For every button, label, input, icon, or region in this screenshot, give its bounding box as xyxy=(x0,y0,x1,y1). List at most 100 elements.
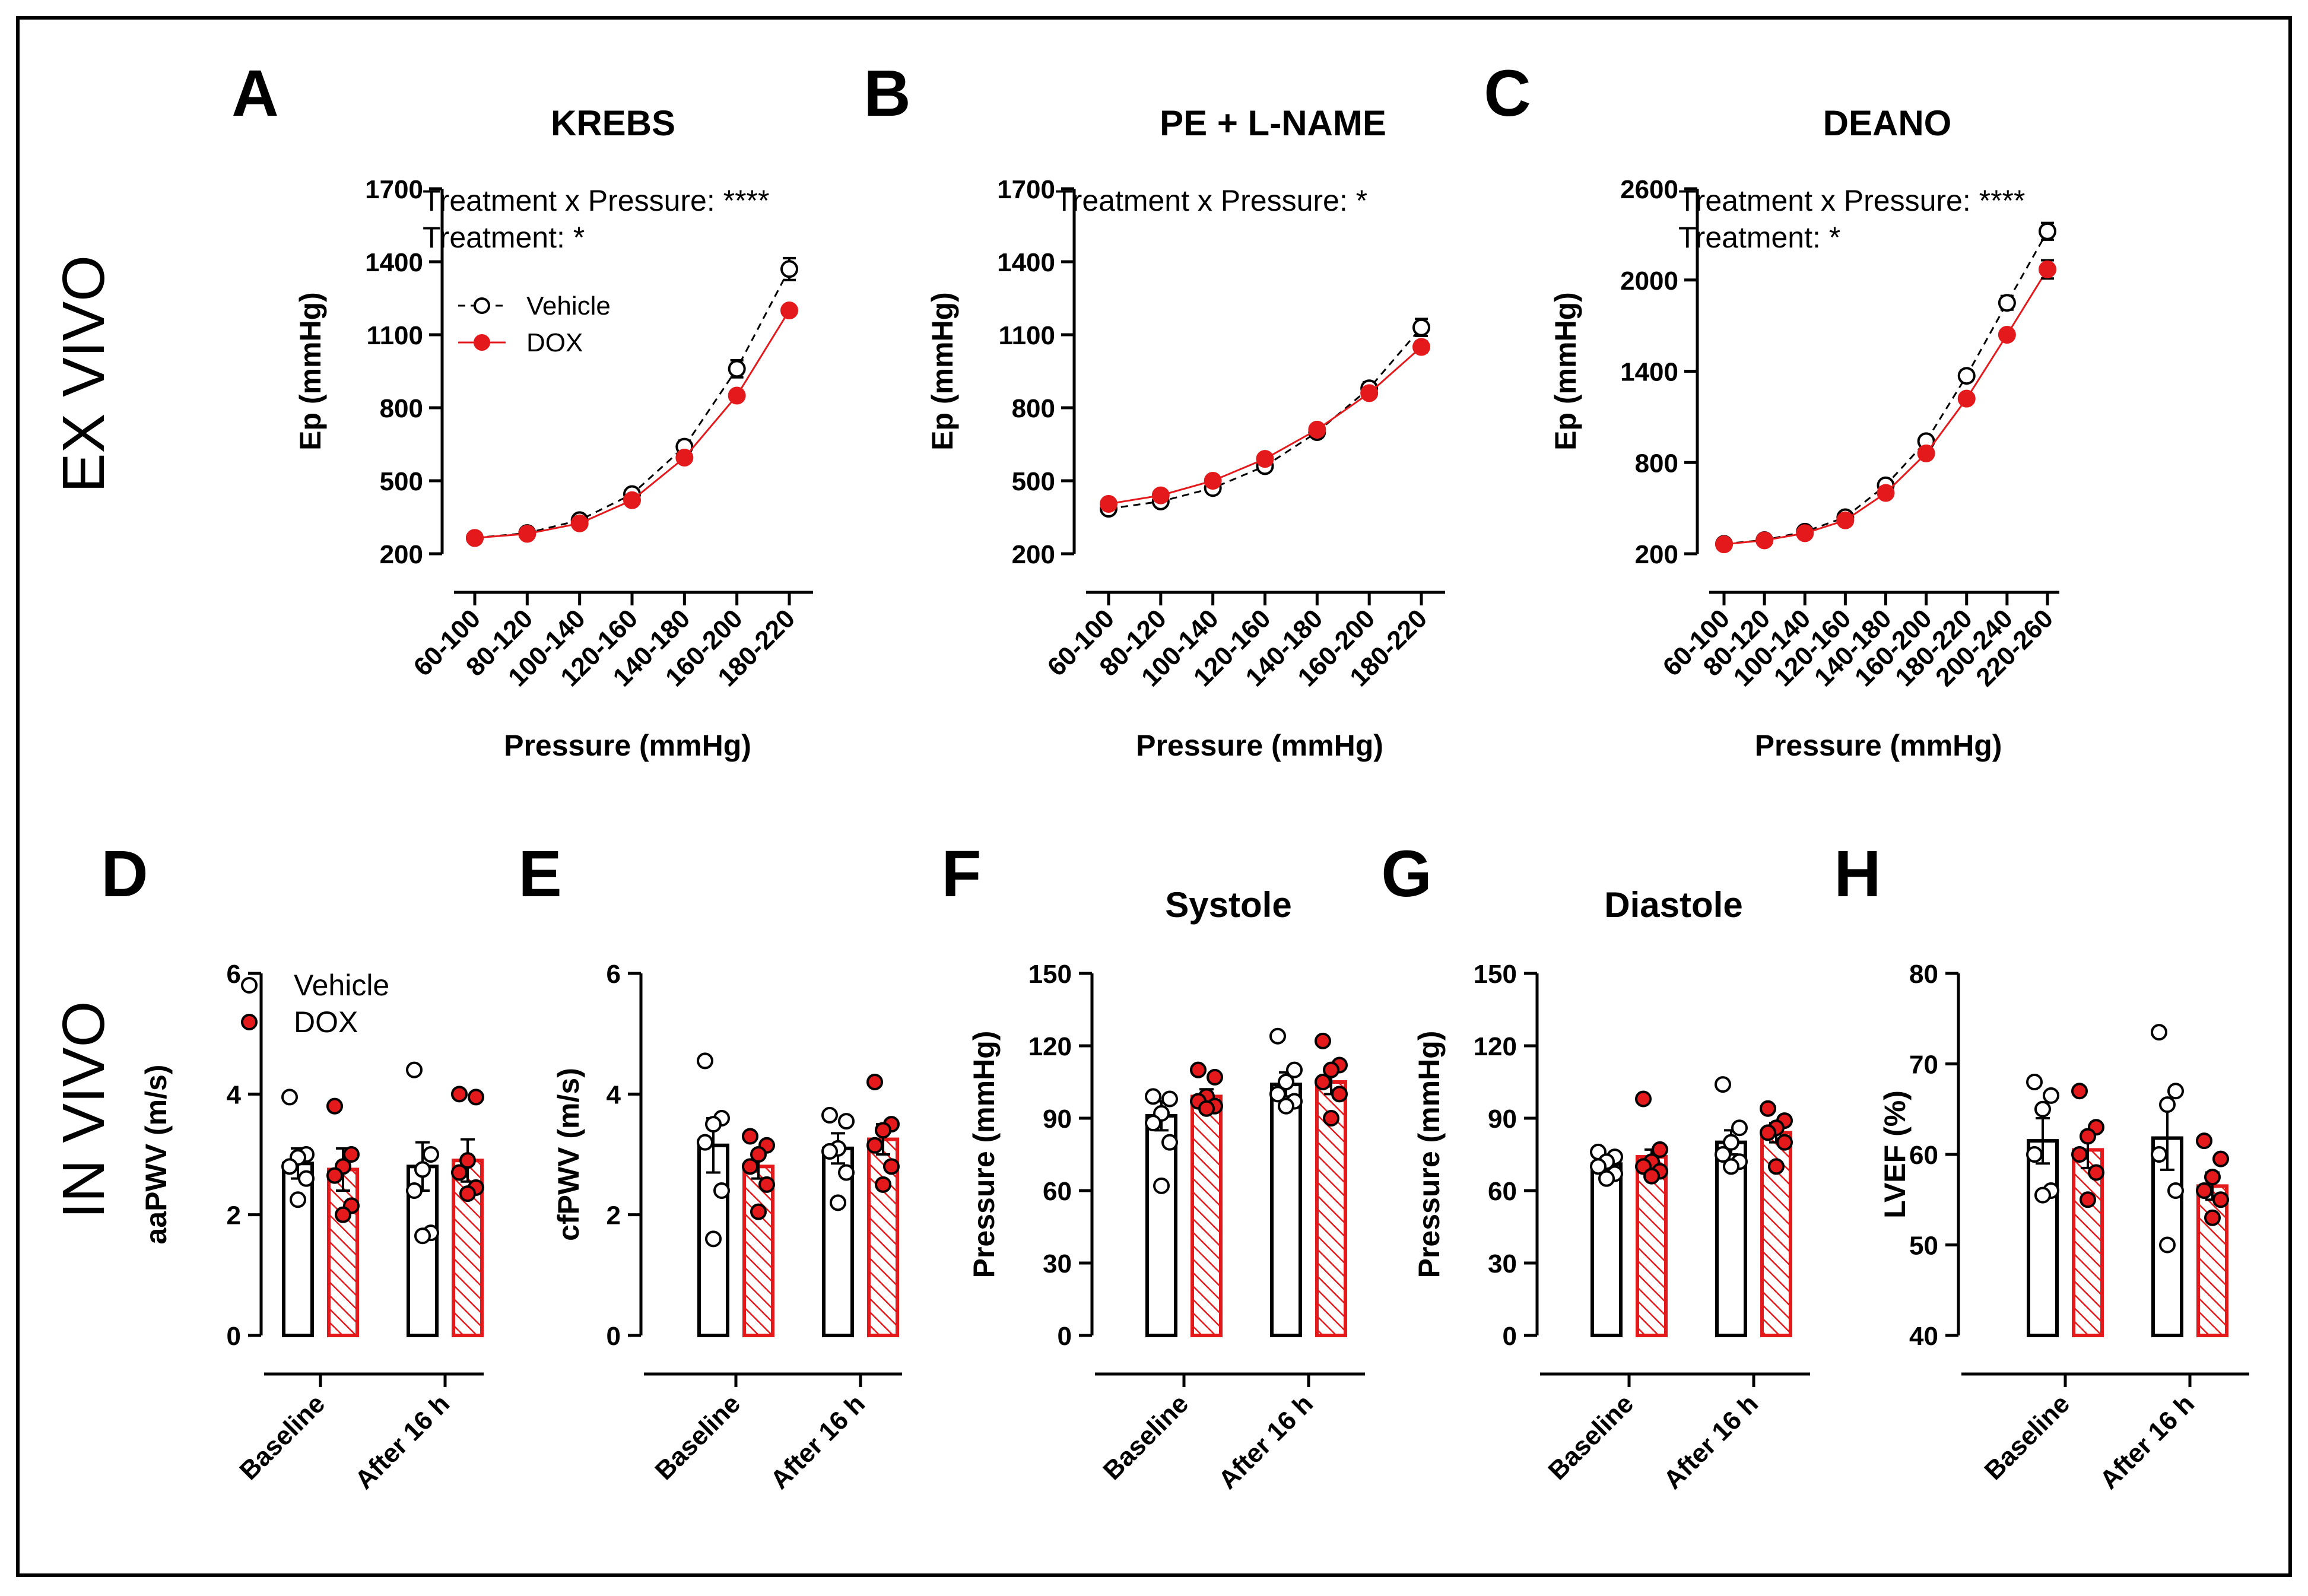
data-point-vehicle xyxy=(2043,1087,2059,1104)
data-point-dox xyxy=(1652,1141,1668,1158)
data-point-vehicle xyxy=(1957,367,1976,385)
chart-title: KREBS xyxy=(551,103,675,143)
data-point-vehicle xyxy=(697,1134,713,1151)
data-point-dox xyxy=(326,1097,343,1115)
data-point-dox xyxy=(2080,1191,2096,1208)
x-axis-label: Pressure (mmHg) xyxy=(1136,729,1383,762)
chart-H: H 40 50 60 70 80 LVEF (%) Baseline After 16 h xyxy=(1834,837,2249,1495)
data-point-dox xyxy=(883,1158,900,1175)
x-axis-label: Pressure (mmHg) xyxy=(504,729,751,762)
data-point-vehicle xyxy=(821,1143,838,1160)
data-point-vehicle xyxy=(1723,1158,1739,1175)
y-tick-label: 500 xyxy=(380,467,423,496)
data-point-dox xyxy=(459,1185,476,1202)
y-axis-label: Ep (mmHg) xyxy=(294,292,327,450)
data-point-vehicle xyxy=(406,1061,423,1078)
data-point-dox xyxy=(1331,1086,1348,1103)
y-tick-label: 150 xyxy=(1474,960,1517,989)
data-point-dox xyxy=(623,491,641,509)
data-point-dox xyxy=(468,1089,484,1106)
data-point-vehicle xyxy=(838,1164,855,1181)
data-point-dox xyxy=(518,525,536,543)
data-point-dox xyxy=(742,1158,758,1175)
legend-label-vehicle: Vehicle xyxy=(294,969,389,1002)
y-tick-label: 2 xyxy=(607,1201,621,1230)
data-point-dox xyxy=(2204,1209,2221,1226)
data-point-dox xyxy=(2196,1132,2212,1150)
y-tick-label: 800 xyxy=(1012,394,1055,423)
data-point-vehicle xyxy=(1286,1061,1303,1078)
y-tick-label: 1400 xyxy=(997,248,1055,277)
data-point-dox xyxy=(1768,1158,1785,1175)
data-point-dox xyxy=(1957,389,1976,408)
data-point-dox xyxy=(1256,450,1274,468)
data-point-dox xyxy=(1643,1167,1660,1185)
data-point-dox xyxy=(1204,472,1222,490)
x-tick-label: After 16 h xyxy=(765,1389,871,1495)
y-tick-label: 60 xyxy=(1043,1177,1072,1206)
data-point-vehicle xyxy=(298,1170,315,1187)
data-point-vehicle xyxy=(2034,1186,2051,1204)
data-point-vehicle xyxy=(2026,1146,2043,1163)
x-tick-label: Baseline xyxy=(1979,1389,2075,1486)
data-point-vehicle xyxy=(2034,1100,2051,1118)
y-tick-label: 1100 xyxy=(999,321,1055,350)
data-point-vehicle xyxy=(1278,1074,1294,1090)
y-axis-label: aaPWV (m/s) xyxy=(139,1065,173,1245)
y-axis-label: Pressure (mmHg) xyxy=(1412,1031,1446,1278)
data-point-vehicle xyxy=(697,1052,713,1070)
panel-letter-D: D xyxy=(101,837,148,910)
chart-A: A KREBS20050080011001400170060-10080-1201… xyxy=(231,57,813,762)
data-point-dox xyxy=(1100,494,1118,513)
x-tick-label: Baseline xyxy=(1542,1389,1639,1486)
data-point-dox xyxy=(2196,1182,2212,1199)
data-point-dox xyxy=(1998,326,2016,344)
data-point-dox xyxy=(1323,1110,1339,1127)
data-point-dox xyxy=(1755,531,1774,550)
y-tick-label: 150 xyxy=(1028,960,1072,989)
data-point-vehicle xyxy=(1715,1146,1731,1163)
y-tick-label: 800 xyxy=(1635,449,1678,478)
x-tick-label: After 16 h xyxy=(1658,1389,1764,1495)
panel-letter-G: G xyxy=(1381,837,1432,910)
x-tick-label: After 16 h xyxy=(2094,1389,2200,1495)
chart-E: E 0 2 4 6 cfPWV (m/s) Baseline After 16 h xyxy=(518,837,902,1495)
y-tick-label: 0 xyxy=(1058,1322,1072,1351)
y-tick-label: 30 xyxy=(1043,1249,1072,1278)
data-point-vehicle xyxy=(1723,1134,1739,1151)
y-tick-label: 0 xyxy=(227,1322,241,1351)
y-tick-label: 500 xyxy=(1012,467,1055,496)
data-point-vehicle xyxy=(830,1194,846,1211)
y-tick-label: 800 xyxy=(380,394,423,423)
charts-layer: A KREBS20050080011001400170060-10080-1201… xyxy=(101,57,2249,1495)
data-point-vehicle xyxy=(290,1191,306,1208)
data-point-dox xyxy=(451,1086,468,1103)
data-point-dox xyxy=(1315,1032,1331,1049)
panel-letter-E: E xyxy=(518,837,561,910)
data-point-dox xyxy=(2071,1083,2088,1100)
y-tick-label: 1700 xyxy=(997,175,1055,204)
chart-B: B PE + L-NAME20050080011001400170060-1008… xyxy=(863,57,1445,762)
bar-dox xyxy=(327,1167,359,1337)
data-point-dox xyxy=(2088,1164,2104,1181)
x-tick-label: Baseline xyxy=(234,1389,331,1486)
series-line-dox xyxy=(1108,346,1422,505)
y-tick-label: 60 xyxy=(1909,1141,1938,1170)
y-tick-label: 40 xyxy=(1909,1322,1938,1351)
data-point-dox xyxy=(866,1074,883,1090)
data-point-vehicle xyxy=(1731,1119,1748,1137)
data-point-vehicle xyxy=(838,1113,855,1130)
y-tick-label: 200 xyxy=(1012,540,1055,569)
data-point-dox xyxy=(326,1167,343,1184)
y-tick-label: 2 xyxy=(227,1201,241,1230)
data-point-dox xyxy=(343,1146,360,1163)
data-point-vehicle xyxy=(2026,1074,2043,1090)
chart-F: F Systole 0 30 60 90 120 150 Pressure (mmHg) Base… xyxy=(941,837,1365,1495)
y-tick-label: 90 xyxy=(1043,1105,1072,1134)
data-point-dox xyxy=(1760,1124,1776,1141)
data-point-dox xyxy=(866,1137,883,1154)
data-point-vehicle xyxy=(1161,1090,1178,1108)
data-point-dox xyxy=(466,529,484,547)
data-point-vehicle xyxy=(1598,1170,1615,1187)
